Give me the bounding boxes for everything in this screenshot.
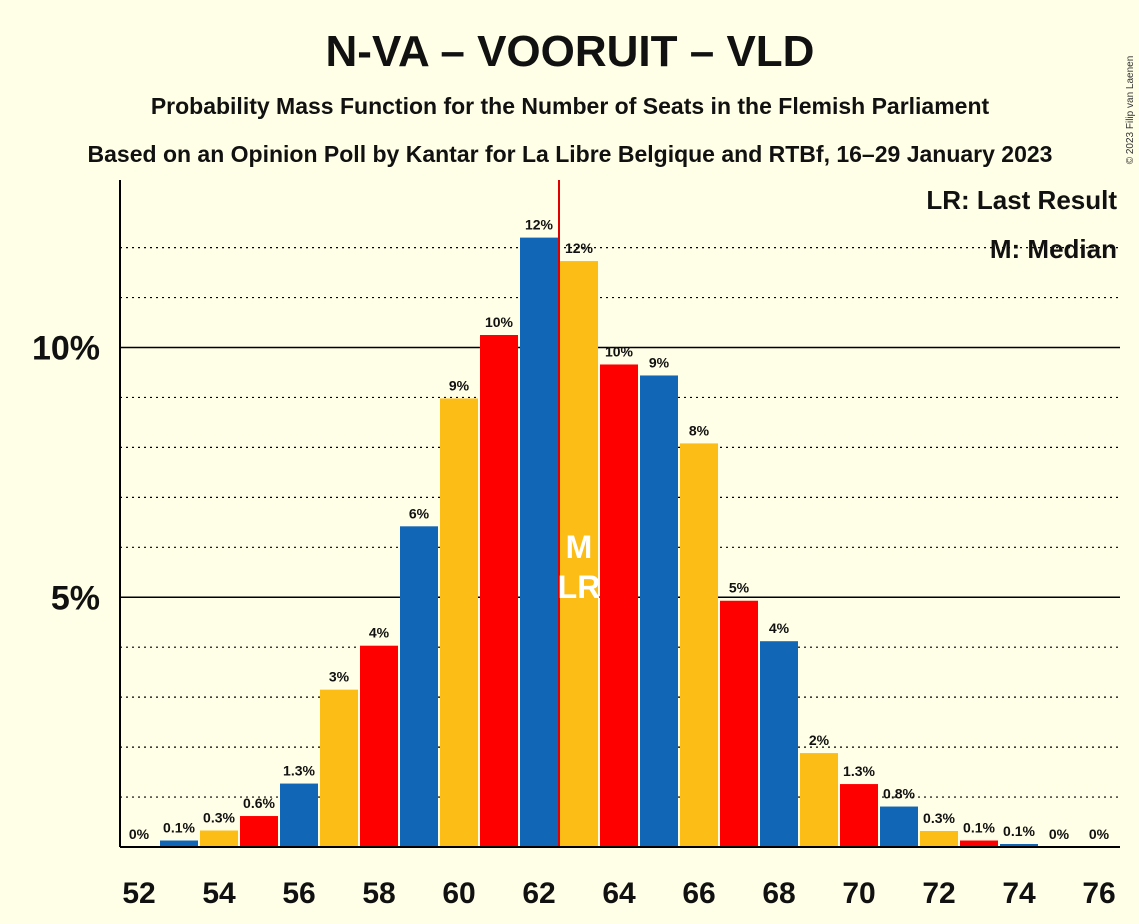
x-tick-76: 76 (1082, 877, 1115, 910)
bar-57 (320, 689, 358, 847)
bar-63 (560, 261, 598, 847)
bar-label-63: 12% (565, 240, 594, 256)
x-tick-60: 60 (442, 877, 475, 910)
bar-71 (880, 806, 918, 847)
bar-label-75: 0% (1049, 826, 1070, 842)
last-result-marker: LR (558, 569, 601, 605)
bar-label-70: 1.3% (843, 763, 875, 779)
x-tick-labels: 52 54 56 58 60 62 64 66 68 70 72 74 76 (122, 877, 1115, 910)
bars (160, 237, 1038, 848)
bar-label-64: 10% (605, 343, 634, 359)
bar-label-67: 5% (729, 580, 750, 596)
bar-64 (600, 364, 638, 847)
bar-label-65: 9% (649, 354, 670, 370)
bar-label-68: 4% (769, 620, 790, 636)
y-tick-5: 5% (51, 579, 100, 617)
bar-label-54: 0.3% (203, 810, 235, 826)
bar-56 (280, 783, 318, 847)
bar-label-66: 8% (689, 422, 710, 438)
legend-last-result: LR: Last Result (926, 185, 1117, 215)
chart-subtitle: Probability Mass Function for the Number… (151, 93, 990, 119)
bar-72 (920, 831, 958, 847)
x-tick-54: 54 (202, 877, 236, 910)
bar-label-62: 12% (525, 217, 554, 233)
bar-label-69: 2% (809, 732, 830, 748)
copyright-notice: © 2023 Filip van Laenen (1125, 56, 1136, 165)
axes (119, 180, 1120, 848)
chart-source: Based on an Opinion Poll by Kantar for L… (88, 141, 1053, 167)
x-tick-74: 74 (1002, 877, 1036, 910)
x-tick-66: 66 (682, 877, 715, 910)
x-tick-52: 52 (122, 877, 155, 910)
bar-label-53: 0.1% (163, 820, 195, 836)
bar-68 (760, 641, 798, 847)
bar-53 (160, 840, 198, 847)
y-tick-10: 10% (32, 330, 100, 368)
bar-65 (640, 375, 678, 847)
bar-label-73: 0.1% (963, 820, 995, 836)
y-tick-labels: 5% 10% (32, 330, 100, 618)
bar-labels: 0% 0.1% 0.3% 0.6% 1.3% 3% 4% 6% 9% 10% 12% 12% 10% 9%… (129, 217, 1110, 842)
bar-label-52: 0% (129, 826, 150, 842)
x-tick-62: 62 (522, 877, 555, 910)
bar-58 (360, 645, 398, 847)
x-tick-70: 70 (842, 877, 875, 910)
x-tick-68: 68 (762, 877, 795, 910)
bar-60 (440, 398, 478, 847)
bar-label-55: 0.6% (243, 795, 275, 811)
bar-label-61: 10% (485, 314, 514, 330)
x-tick-64: 64 (602, 877, 636, 910)
bar-59 (400, 526, 438, 847)
bar-label-74: 0.1% (1003, 823, 1035, 839)
bar-label-60: 9% (449, 377, 470, 393)
bar-label-59: 6% (409, 505, 430, 521)
bar-73 (960, 840, 998, 847)
markers: M LR (558, 180, 601, 847)
bar-label-58: 4% (369, 625, 390, 641)
bar-69 (800, 753, 838, 847)
bar-61 (480, 335, 518, 847)
bar-54 (200, 830, 238, 847)
bar-55 (240, 816, 278, 847)
x-tick-72: 72 (922, 877, 955, 910)
bar-label-57: 3% (329, 669, 350, 685)
chart-title: N-VA – VOORUIT – VLD (326, 27, 815, 76)
bar-66 (680, 443, 718, 847)
median-marker: M (566, 529, 593, 565)
bar-label-71: 0.8% (883, 786, 915, 802)
bar-label-76: 0% (1089, 826, 1110, 842)
x-tick-58: 58 (362, 877, 395, 910)
x-tick-56: 56 (282, 877, 315, 910)
legend-median: M: Median (990, 234, 1117, 264)
bar-label-56: 1.3% (283, 763, 315, 779)
bar-74 (1000, 844, 1038, 847)
bar-label-72: 0.3% (923, 810, 955, 826)
bar-62 (520, 237, 558, 848)
bar-70 (840, 784, 878, 847)
bar-67 (720, 600, 758, 847)
